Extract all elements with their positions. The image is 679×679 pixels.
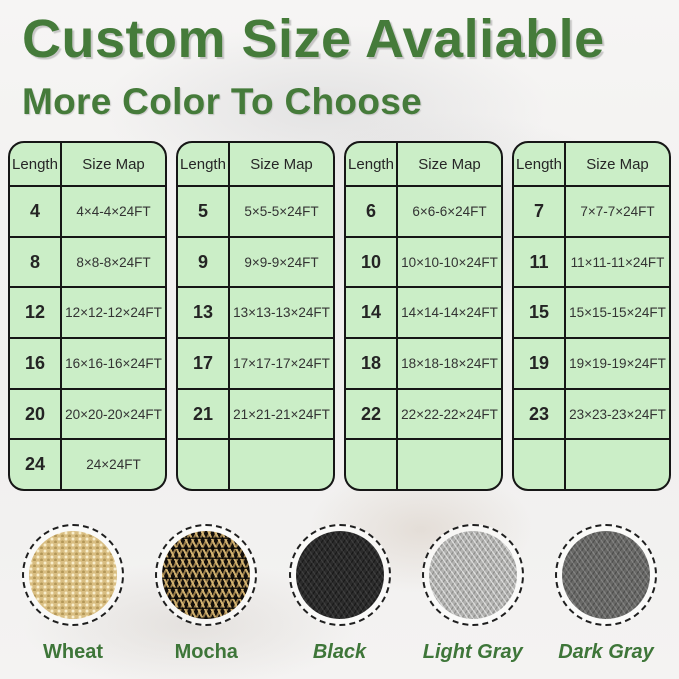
swatch-black: Black: [276, 524, 404, 664]
dashed-ring: [555, 524, 657, 627]
dashed-ring: [22, 524, 124, 627]
size-cell: 9×9-9×24FT: [230, 237, 333, 287]
page-title: Custom Size Avaliable: [22, 9, 605, 69]
size-cell: 24×24FT: [62, 440, 165, 490]
size-cell: 16×16-16×24FT: [62, 339, 165, 388]
size-cell: 18×18-18×24FT: [398, 339, 501, 388]
size-tables: Length Size Map 4 4×4-4×24FT 8 8×8-8×24F…: [0, 141, 679, 492]
size-cell: [398, 440, 501, 490]
size-cell: 14×14-14×24FT: [398, 288, 501, 338]
col-header-length: Length: [178, 143, 228, 186]
size-table-4: Length Size Map 7 7×7-7×24FT 11 11×11-11…: [512, 141, 671, 492]
swatch-label-light-gray: Light Gray: [422, 641, 523, 664]
size-cell: 12×12-12×24FT: [62, 288, 165, 338]
col-header-size-map: Size Map: [62, 143, 165, 186]
length-cell: 24: [10, 440, 60, 490]
col-header-size-map: Size Map: [566, 143, 669, 186]
col-header-length: Length: [10, 143, 60, 186]
size-cell: 22×22-22×24FT: [398, 389, 501, 439]
size-table-3: Length Size Map 6 6×6-6×24FT 10 10×10-10…: [344, 141, 503, 492]
color-swatches: Wheat Mocha Black Light Gray Dark Gray: [0, 524, 679, 664]
length-cell: 19: [514, 339, 564, 388]
length-cell: 10: [346, 237, 396, 287]
size-cell: 13×13-13×24FT: [230, 288, 333, 338]
wheat-fabric-image: [29, 531, 117, 620]
page-subtitle: More Color To Choose: [22, 81, 422, 123]
length-cell: 9: [178, 237, 228, 287]
swatch-light-gray: Light Gray: [409, 524, 537, 664]
size-cell: 8×8-8×24FT: [62, 237, 165, 287]
swatch-label-dark-gray: Dark Gray: [558, 641, 654, 664]
black-fabric-image: [295, 531, 384, 620]
length-cell: 22: [346, 389, 396, 439]
length-cell: 12: [10, 288, 60, 338]
size-table-2: Length Size Map 5 5×5-5×24FT 9 9×9-9×24F…: [176, 141, 335, 492]
dashed-ring: [421, 524, 524, 627]
length-cell: [178, 440, 228, 490]
dashed-ring: [288, 524, 391, 627]
swatch-label-mocha: Mocha: [174, 641, 238, 664]
col-header-size-map: Size Map: [398, 143, 501, 186]
length-cell: 20: [10, 389, 60, 439]
size-table-1: Length Size Map 4 4×4-4×24FT 8 8×8-8×24F…: [8, 141, 167, 492]
size-cell: 7×7-7×24FT: [566, 187, 669, 236]
size-cell: 11×11-11×24FT: [566, 237, 669, 287]
size-cell: 5×5-5×24FT: [230, 187, 333, 236]
mocha-fabric-image: [162, 531, 251, 620]
col-header-length: Length: [346, 143, 396, 186]
length-cell: 21: [178, 389, 228, 439]
size-cell: [230, 440, 333, 490]
swatch-label-black: Black: [312, 641, 367, 664]
swatch-dark-gray: Dark Gray: [542, 524, 670, 664]
size-cell: 19×19-19×24FT: [566, 339, 669, 388]
length-cell: 13: [178, 288, 228, 338]
light-gray-fabric-image: [428, 531, 517, 620]
length-cell: 14: [346, 288, 396, 338]
size-cell: 4×4-4×24FT: [62, 187, 165, 236]
size-cell: 6×6-6×24FT: [398, 187, 501, 236]
dark-gray-fabric-image: [562, 531, 650, 620]
size-cell: 23×23-23×24FT: [566, 389, 669, 439]
length-cell: 11: [514, 237, 564, 287]
length-cell: 8: [10, 237, 60, 287]
dashed-ring: [155, 524, 258, 627]
swatch-label-wheat: Wheat: [43, 641, 103, 664]
length-cell: 17: [178, 339, 228, 388]
length-cell: 18: [346, 339, 396, 388]
col-header-length: Length: [514, 143, 564, 186]
length-cell: [514, 440, 564, 490]
length-cell: 15: [514, 288, 564, 338]
swatch-mocha: Mocha: [142, 524, 270, 664]
col-header-size-map: Size Map: [230, 143, 333, 186]
length-cell: 16: [10, 339, 60, 388]
size-cell: 17×17-17×24FT: [230, 339, 333, 388]
swatch-wheat: Wheat: [9, 524, 137, 664]
length-cell: 6: [346, 187, 396, 236]
size-cell: [566, 440, 669, 490]
size-cell: 21×21-21×24FT: [230, 389, 333, 439]
size-cell: 20×20-20×24FT: [62, 389, 165, 439]
length-cell: [346, 440, 396, 490]
length-cell: 23: [514, 389, 564, 439]
size-cell: 10×10-10×24FT: [398, 237, 501, 287]
size-cell: 15×15-15×24FT: [566, 288, 669, 338]
length-cell: 5: [178, 187, 228, 236]
length-cell: 4: [10, 187, 60, 236]
length-cell: 7: [514, 187, 564, 236]
